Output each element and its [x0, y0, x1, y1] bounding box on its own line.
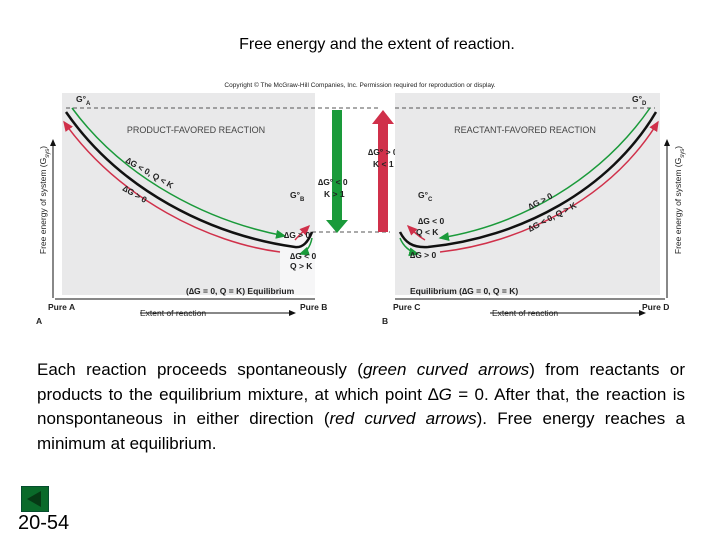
label-part: ) [673, 146, 683, 149]
panel-cut [280, 233, 315, 295]
red-arrow [439, 120, 659, 253]
label-sub: sys [45, 149, 51, 158]
label-part: Free energy of system (G [673, 158, 683, 254]
red-arrow [406, 224, 426, 241]
red-arrowhead [372, 110, 394, 124]
arrow-label: ∆G > 0 [284, 230, 310, 240]
middle-label: ∆G° > 0 [368, 147, 398, 157]
label-part: G° [632, 94, 643, 104]
button-icon [27, 491, 41, 507]
x-end-label: Pure D [642, 302, 669, 312]
x-axis-label: Extent of reaction [492, 308, 558, 318]
red-arrow [294, 224, 311, 241]
red-bar [378, 122, 388, 232]
y-axis-label: Free energy of system (Gsys) [38, 146, 51, 254]
green-arrow [438, 107, 651, 241]
caption-emphasis: red curved arrows [329, 409, 477, 428]
caption-variable: G [438, 384, 452, 404]
y-axis-label: Free energy of system (Gsys) [673, 146, 686, 254]
panel-bg [62, 93, 315, 295]
arrow-label: ∆G > 0 [410, 250, 436, 260]
x-axis-label: Extent of reaction [140, 308, 206, 318]
label-sub: C [428, 197, 433, 203]
caption-text: = 0. After that, the reaction is nonspon… [37, 384, 685, 429]
equilibrium-label: (∆G = 0, Q = K) Equilibrium [186, 286, 295, 296]
green-arrow [71, 107, 287, 239]
label-part: ) [38, 146, 48, 149]
x-start-label: Pure C [393, 302, 420, 312]
slide-number: 20-54 [18, 512, 70, 534]
copyright: Copyright © The McGraw-Hill Companies, I… [224, 81, 495, 89]
middle-label: K < 1 [373, 159, 394, 169]
g-label: G°A [76, 94, 91, 107]
panel-heading: REACTANT-FAVORED REACTION [454, 125, 596, 135]
label-part: Free energy of system (G [38, 158, 48, 254]
arrow-label: Q < K [416, 227, 439, 237]
label-part: G° [418, 190, 429, 200]
g-label: G°B [290, 190, 305, 203]
caption-text: ). Free energy reaches a minimum at equi… [37, 409, 685, 453]
free-energy-curve [64, 111, 314, 249]
label-sub: A [86, 101, 91, 107]
nav-button[interactable] [21, 486, 49, 512]
panel-heading: PRODUCT-FAVORED REACTION [127, 125, 265, 135]
arrow-label: ∆G < 0 [290, 251, 316, 261]
arrow-label: Q > K [290, 261, 313, 271]
label-sub: sys [680, 149, 686, 158]
x-end-label: Pure B [300, 302, 327, 312]
caption-text: ) from reactants or products to the equi… [37, 360, 685, 404]
equilibrium-label: Equilibrium (∆G = 0, Q = K) [410, 286, 518, 296]
label-sub: B [300, 197, 305, 203]
caption-emphasis: green curved arrows [362, 360, 530, 379]
figure: Copyright © The McGraw-Hill Companies, I… [36, 81, 686, 326]
panel-letter: B [382, 316, 388, 326]
panel-letter: A [36, 316, 42, 326]
free-energy-curve [398, 111, 658, 249]
caption-text: Each reaction proceeds spontaneously ( [37, 360, 363, 379]
label-sub: D [642, 101, 647, 107]
arrow-label: ∆G < 0 [418, 216, 444, 226]
green-bar [332, 110, 342, 222]
x-start-label: Pure A [48, 302, 75, 312]
green-arrow [399, 237, 420, 257]
middle-label: ∆G° < 0 [318, 177, 348, 187]
g-label: G°D [632, 94, 647, 107]
g-label: G°C [418, 190, 433, 203]
label-part: G° [290, 190, 301, 200]
red-arrow [63, 120, 281, 253]
green-arrowhead [326, 220, 348, 233]
middle-label: K > 1 [324, 189, 345, 199]
slide-title: Free energy and the extent of reaction. [239, 36, 515, 53]
caption: Each reaction proceeds spontaneously (gr… [37, 358, 685, 456]
label-part: G° [76, 94, 87, 104]
panel-bg [395, 93, 660, 295]
green-arrow [298, 237, 313, 256]
